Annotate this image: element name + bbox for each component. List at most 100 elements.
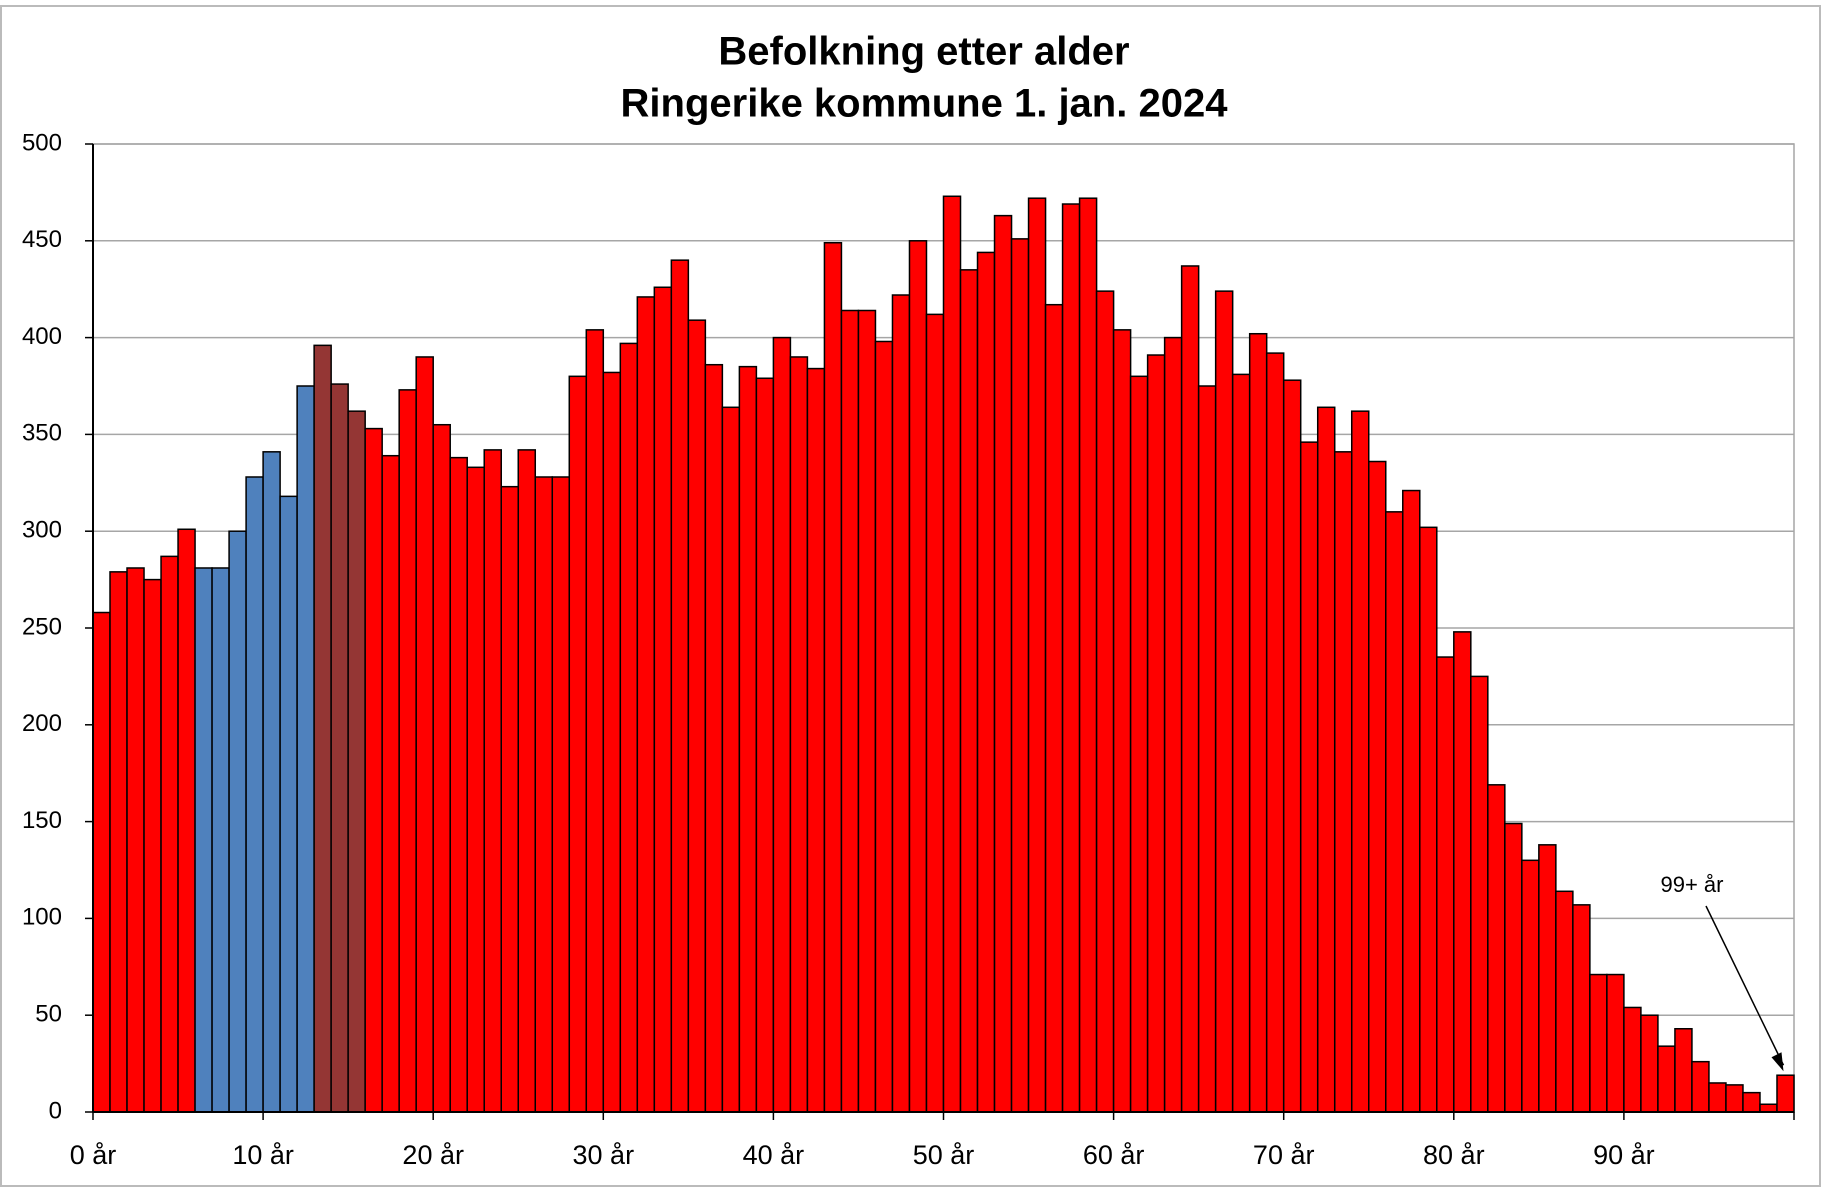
bar — [653, 286, 673, 1113]
bar — [636, 296, 656, 1113]
bar — [755, 377, 775, 1113]
bar — [840, 309, 860, 1113]
bar — [330, 383, 349, 1113]
bar — [364, 427, 383, 1113]
bar — [959, 269, 979, 1113]
bar — [1265, 352, 1285, 1113]
bar — [432, 423, 451, 1113]
bar — [1214, 290, 1234, 1113]
bar — [381, 454, 400, 1113]
bar — [1078, 197, 1098, 1113]
bar — [1521, 859, 1540, 1113]
bar — [925, 313, 945, 1113]
x-tick-label: 20 år — [402, 1140, 464, 1170]
bar — [1385, 511, 1404, 1113]
y-tick-label: 0 — [49, 1097, 62, 1124]
y-tick-label: 450 — [22, 226, 62, 253]
bar — [245, 476, 264, 1113]
bar — [908, 240, 928, 1113]
x-tick-label: 60 år — [1083, 1140, 1145, 1170]
bar — [1759, 1103, 1778, 1113]
bar — [823, 241, 843, 1113]
bar — [449, 456, 468, 1113]
bar — [1095, 290, 1115, 1113]
bar — [874, 340, 894, 1113]
bar — [398, 389, 417, 1113]
bar — [228, 530, 247, 1113]
bar — [1504, 822, 1523, 1113]
y-tick-label: 300 — [22, 517, 62, 544]
bar — [1350, 410, 1370, 1113]
x-tick-label: 10 år — [232, 1140, 294, 1170]
bar — [194, 567, 213, 1113]
bar — [126, 567, 145, 1113]
bar — [1368, 460, 1387, 1113]
bar — [602, 371, 622, 1113]
annotation-arrow — [1705, 905, 1785, 1066]
annotation: 99+ år — [1661, 872, 1724, 897]
bar — [1538, 844, 1557, 1113]
bar — [1231, 373, 1251, 1113]
bar — [211, 567, 230, 1113]
bar — [619, 342, 639, 1113]
bar — [1197, 385, 1217, 1113]
bar — [585, 329, 605, 1113]
bar — [1061, 203, 1081, 1113]
bar — [483, 449, 502, 1113]
bar — [738, 365, 758, 1113]
bar — [789, 356, 809, 1113]
bar — [1299, 441, 1319, 1113]
x-tick-label: 80 år — [1423, 1140, 1485, 1170]
bar — [1708, 1082, 1727, 1113]
bar — [1112, 329, 1132, 1113]
y-tick-label: 350 — [22, 420, 62, 447]
bar — [296, 385, 315, 1113]
x-tick-label: 70 år — [1253, 1140, 1315, 1170]
bar — [1623, 1006, 1642, 1113]
bar — [1453, 631, 1472, 1113]
y-tick-label: 150 — [22, 807, 62, 834]
bar — [1180, 265, 1200, 1113]
bar — [942, 195, 962, 1113]
bar — [857, 309, 877, 1113]
bar — [551, 476, 571, 1113]
bar — [1606, 973, 1625, 1113]
bar — [415, 356, 434, 1113]
bar — [534, 476, 554, 1113]
x-tick-label: 40 år — [743, 1140, 805, 1170]
bar — [1027, 197, 1047, 1113]
bar — [1129, 375, 1149, 1113]
bar — [772, 336, 792, 1113]
bar — [687, 319, 707, 1113]
y-tick-label: 100 — [22, 904, 62, 931]
bar — [1436, 656, 1455, 1113]
y-tick-label: 500 — [22, 129, 62, 156]
bar — [517, 449, 537, 1113]
bar — [1725, 1084, 1744, 1113]
bar — [670, 259, 690, 1113]
bar — [279, 495, 298, 1113]
bar — [1657, 1045, 1676, 1113]
bar — [1316, 406, 1336, 1113]
bar — [891, 294, 911, 1113]
bar — [500, 485, 519, 1113]
y-tick-label: 200 — [22, 710, 62, 737]
bar — [109, 571, 128, 1113]
bar — [1146, 354, 1166, 1113]
bar — [1555, 890, 1574, 1113]
bar — [1589, 973, 1608, 1113]
bar — [1470, 675, 1489, 1113]
bar — [1044, 303, 1064, 1113]
bar — [1402, 489, 1421, 1113]
bar — [466, 466, 485, 1113]
y-tick-label: 50 — [35, 1001, 62, 1028]
bar — [1640, 1014, 1659, 1113]
arrow-head — [1771, 1052, 1784, 1072]
y-tick-label: 250 — [22, 613, 62, 640]
bar — [160, 555, 179, 1113]
x-tick-label: 30 år — [573, 1140, 635, 1170]
bar — [1282, 379, 1302, 1113]
x-tick-label: 90 år — [1593, 1140, 1655, 1170]
bar — [976, 251, 996, 1113]
